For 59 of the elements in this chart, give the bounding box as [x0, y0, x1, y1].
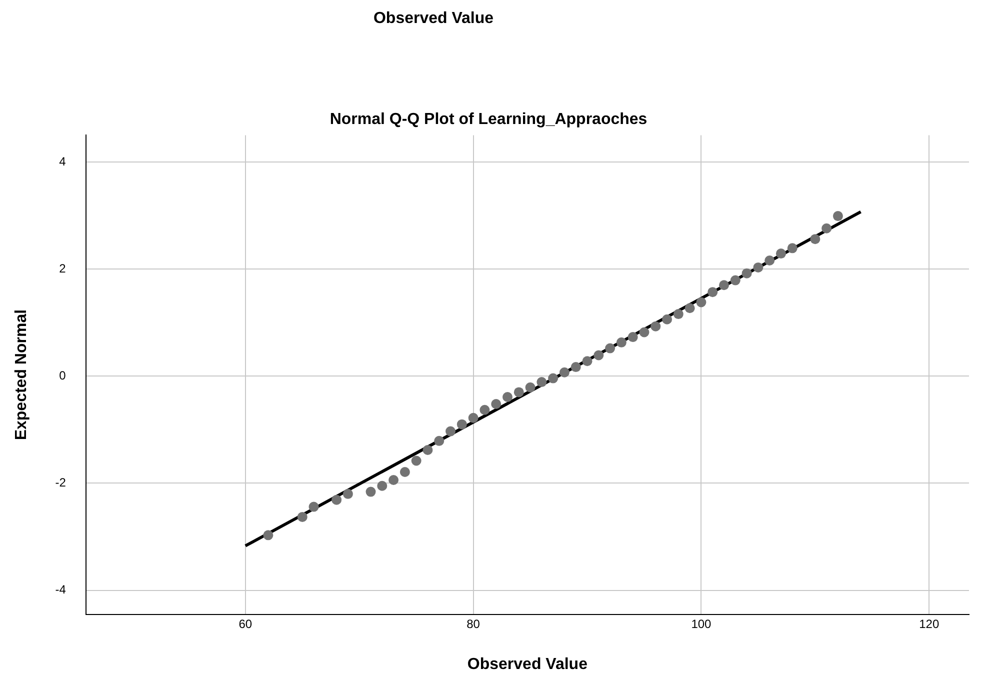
- point: [308, 502, 319, 512]
- point: [570, 362, 581, 372]
- y-tick-label: 2: [59, 261, 66, 276]
- point: [730, 275, 740, 286]
- point: [388, 475, 399, 486]
- point: [525, 382, 536, 392]
- point: [764, 255, 775, 266]
- point: [491, 398, 502, 409]
- point: [434, 436, 444, 446]
- point: [742, 268, 752, 278]
- point: [377, 480, 388, 491]
- y-tick-label: -4: [55, 582, 66, 597]
- point: [446, 426, 456, 436]
- point: [366, 486, 376, 497]
- point: [605, 343, 616, 354]
- point: [810, 234, 820, 244]
- point: [297, 512, 308, 522]
- point: [719, 280, 730, 290]
- point: [480, 404, 490, 415]
- point: [502, 392, 512, 402]
- point: [787, 243, 798, 254]
- point: [332, 494, 342, 505]
- point: [776, 248, 786, 259]
- point: [548, 373, 558, 384]
- point: [650, 321, 661, 332]
- point: [662, 314, 672, 324]
- point: [628, 332, 638, 342]
- x-axis-title: Observed Value: [467, 656, 588, 673]
- x-tick-label: 60: [238, 616, 252, 631]
- y-tick-label: -2: [55, 476, 66, 490]
- y-axis-title: Expected Normal: [13, 309, 30, 440]
- x-tick-label: 100: [691, 616, 712, 631]
- point: [708, 287, 718, 298]
- point: [753, 262, 764, 272]
- point: [411, 456, 422, 466]
- point: [696, 297, 706, 308]
- point: [514, 387, 524, 398]
- text: Observed Value: [372, 9, 495, 28]
- point: [639, 327, 650, 338]
- point: [673, 309, 684, 320]
- x-tick-label: 120: [919, 616, 940, 631]
- point: [582, 356, 592, 366]
- point: [422, 445, 433, 456]
- point: [594, 350, 604, 360]
- point: [559, 367, 570, 378]
- point: [468, 412, 478, 423]
- point: [822, 223, 832, 234]
- chart-title: Normal Q-Q Plot of Learning_Appraoches: [330, 111, 648, 128]
- point: [684, 303, 695, 314]
- point: [832, 211, 843, 222]
- y-tick-label: 4: [59, 154, 66, 168]
- point: [342, 488, 353, 499]
- point: [616, 337, 626, 348]
- y-tick-label: 0: [59, 368, 66, 382]
- point: [263, 530, 274, 540]
- point: [536, 377, 547, 388]
- point: [400, 466, 410, 477]
- point: [456, 419, 467, 430]
- x-tick-label: 80: [466, 616, 480, 631]
